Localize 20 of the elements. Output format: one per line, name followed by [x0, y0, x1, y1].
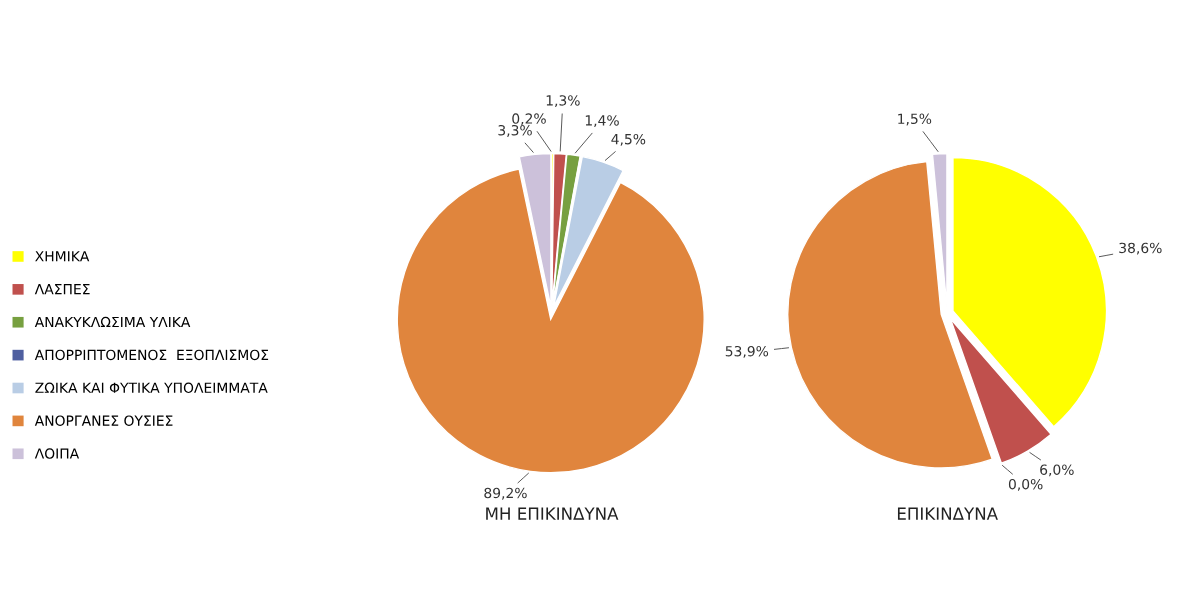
- legend-label: ΑΠΟΡΡΙΠΤΟΜΕΝΟΣ ΕΞΟΠΛΙΣΜΟΣ: [34, 349, 269, 361]
- data-label: 0,2%: [512, 113, 546, 126]
- data-label: 1,5%: [898, 113, 932, 126]
- legend-label: ΛΑΣΠΕΣ: [34, 284, 90, 295]
- data-label: 3,3%: [498, 125, 532, 137]
- text: 0,0%: [1008, 478, 1043, 491]
- legend-label: ΖΩΙΚΑ ΚΑΙ ΦΥΤΙΚΑ ΥΠΟΛΕΙΜΜΑΤΑ: [35, 382, 268, 394]
- data-label: 6,0%: [1040, 464, 1074, 477]
- text: ΕΠΙΚΙΝΔΥΝΑ: [897, 507, 998, 520]
- data-label: 89,2%: [484, 487, 527, 500]
- legend-label: ΛΟΙΠΑ: [34, 448, 80, 459]
- text: ΜΗ ΕΠΙΚΙΝΔΥΝΑ: [486, 507, 619, 520]
- data-label: 1,4%: [585, 115, 619, 128]
- data-label: 1,3%: [546, 95, 580, 108]
- data-label: 38,6%: [1119, 242, 1162, 255]
- legend-label: ΧΗΜΙΚΑ: [35, 251, 90, 262]
- data-label: 4,5%: [611, 133, 646, 146]
- legend-label: ΑΝΟΡΓΑΝΕΣ ΟΥΣΙΕΣ: [34, 415, 173, 426]
- legend-label: ΑΝΑΚΥΚΛΩΣΙΜΑ ΥΛΙΚΑ: [34, 316, 191, 328]
- data-label: 53,9%: [725, 345, 769, 358]
